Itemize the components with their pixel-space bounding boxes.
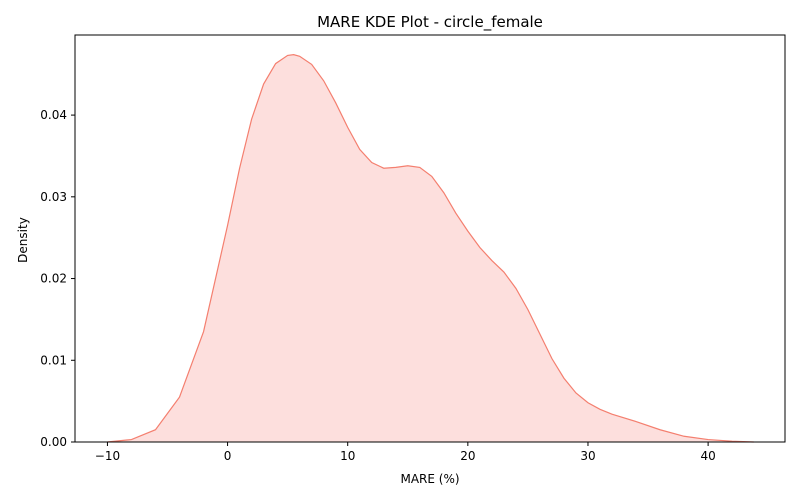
y-tick-label: 0.03 <box>40 190 67 204</box>
y-tick-label: 0.02 <box>40 272 67 286</box>
x-tick-label: 30 <box>580 449 595 463</box>
x-axis-label: MARE (%) <box>400 472 459 486</box>
x-tick-label: 0 <box>224 449 232 463</box>
y-tick-label: 0.00 <box>40 435 67 449</box>
x-tick-label: 10 <box>340 449 355 463</box>
x-axis-ticks: −10 0 10 20 30 40 <box>95 442 716 463</box>
chart-title: MARE KDE Plot - circle_female <box>317 13 543 32</box>
y-tick-label: 0.04 <box>40 108 67 122</box>
y-axis-ticks: 0.00 0.01 0.02 0.03 0.04 <box>40 108 75 449</box>
x-tick-label: 20 <box>460 449 475 463</box>
plot-area <box>107 53 754 443</box>
kde-curve-0 <box>107 53 754 443</box>
plot-frame <box>74 34 786 443</box>
x-tick-label: −10 <box>95 449 120 463</box>
y-axis-label: Density <box>16 217 30 263</box>
kde-area-fill-0 <box>107 54 754 443</box>
x-tick-label: 40 <box>700 449 715 463</box>
y-tick-label: 0.01 <box>40 353 67 367</box>
